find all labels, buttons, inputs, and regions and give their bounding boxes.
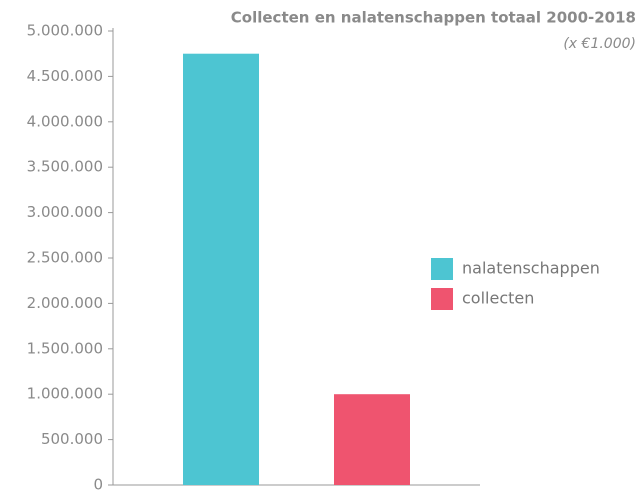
y-tick-label: 4.000.000 (27, 112, 103, 130)
bar (334, 394, 410, 485)
y-tick-label: 2.000.000 (27, 294, 103, 312)
y-tick-label: 4.500.000 (27, 67, 103, 85)
chart-title: Collecten en nalatenschappen totaal 2000… (231, 9, 636, 27)
legend-label: nalatenschappen (462, 259, 600, 278)
chart-subtitle: (x €1.000) (563, 36, 636, 52)
legend-label: collecten (462, 289, 534, 308)
y-tick-label: 5.000.000 (27, 22, 103, 40)
y-tick-label: 3.500.000 (27, 158, 103, 176)
y-tick-label: 500.000 (41, 430, 103, 448)
y-tick-label: 1.500.000 (27, 339, 103, 357)
y-tick-label: 3.000.000 (27, 203, 103, 221)
y-tick-label: 2.500.000 (27, 249, 103, 267)
legend-swatch (431, 288, 453, 310)
legend-swatch (431, 258, 453, 280)
bar (183, 53, 259, 485)
y-tick-label: 1.000.000 (27, 385, 103, 403)
y-tick-label: 0 (93, 476, 103, 491)
